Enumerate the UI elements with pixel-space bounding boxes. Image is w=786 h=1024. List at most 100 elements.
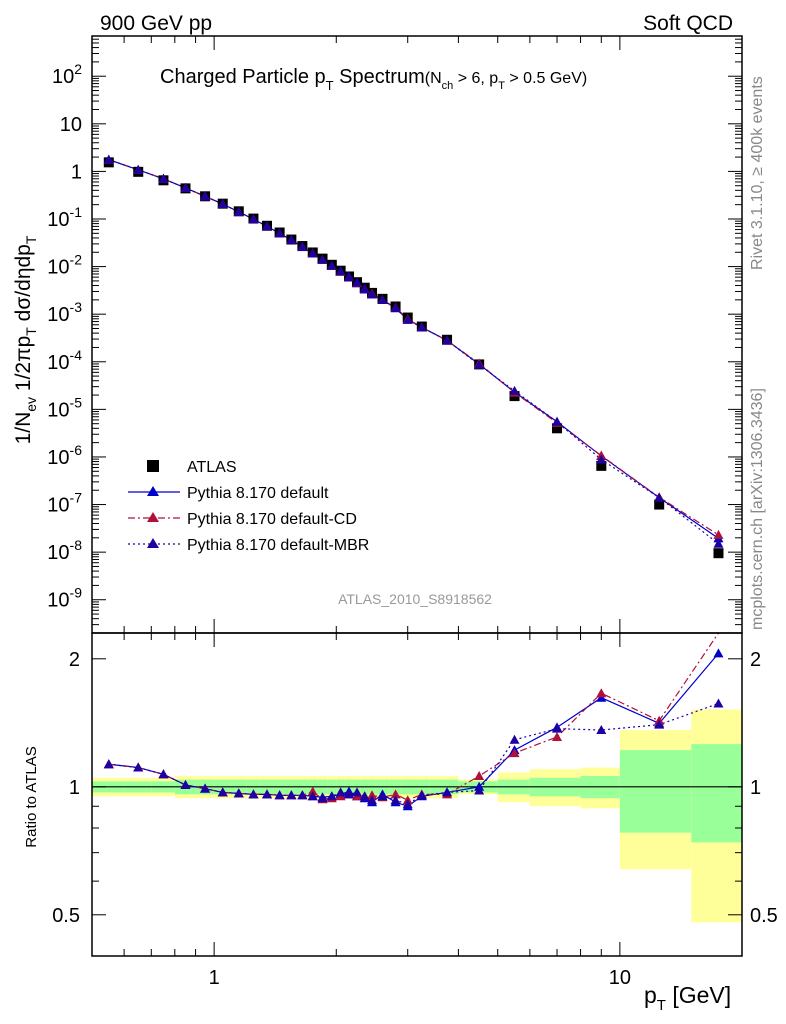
- series-marker-3: [248, 214, 259, 224]
- ratio-marker-2: [359, 791, 370, 801]
- ratio-y-tick-label-right: 0.5: [750, 905, 778, 927]
- y-tick-label: 10-4: [47, 347, 82, 374]
- ratio-frame: [91, 632, 743, 957]
- atlas-data-point: [552, 423, 563, 434]
- x-tick-label: 10: [609, 967, 631, 989]
- series-marker-3: [352, 277, 363, 287]
- series-line-2: [108, 159, 719, 536]
- header-left: 900 GeV pp: [100, 12, 212, 35]
- series-marker-3: [286, 235, 297, 245]
- series-marker-3: [335, 266, 346, 276]
- ratio-marker-2: [344, 789, 355, 799]
- y-tick-label: 10-3: [47, 299, 82, 326]
- y-tick-label: 10-8: [47, 537, 82, 564]
- y-axis-label: 1/Nev 1/2πpT dσ/dηdpT: [12, 235, 39, 444]
- series-marker-3: [297, 241, 308, 251]
- ratio-marker-0: [596, 692, 607, 702]
- header-right: Soft QCD: [643, 12, 733, 35]
- legend-label-2: Pythia 8.170 default-CD: [187, 511, 357, 528]
- y-tick-label: 10-5: [47, 394, 82, 421]
- series-line-1: [108, 159, 719, 539]
- ratio-marker-2: [596, 725, 607, 735]
- atlas-data-point: [654, 499, 665, 510]
- series-marker-3: [274, 228, 285, 238]
- ratio-marker-2: [442, 787, 453, 797]
- series-marker-3: [317, 254, 328, 264]
- ratio-marker-2: [286, 790, 297, 800]
- ratio-marker-2: [274, 790, 285, 800]
- mcplots-label: mcplots.cern.ch [arXiv:1306.3436]: [749, 388, 766, 630]
- x-tick-label: 1: [209, 967, 220, 989]
- ratio-marker-2: [390, 795, 401, 805]
- y-tick-label: 10-2: [47, 252, 82, 279]
- series-marker-3: [217, 199, 228, 209]
- atlas-data-point: [596, 460, 607, 471]
- ratio-marker-2: [103, 759, 114, 769]
- ratio-y-tick-label-right: 1: [750, 777, 761, 799]
- chart-title: Charged Particle pT Spectrum(Nch > 6, pT…: [160, 66, 587, 93]
- ratio-marker-2: [217, 787, 228, 797]
- series-marker-2: [713, 529, 724, 539]
- ratio-marker-1: [552, 731, 563, 741]
- legend-label-3: Pythia 8.170 default-MBR: [187, 537, 369, 554]
- ratio-marker-2: [367, 795, 378, 805]
- series-marker-3: [377, 294, 388, 304]
- ratio-y-tick-label-right: 2: [750, 649, 761, 671]
- series-marker-3: [180, 182, 191, 192]
- ratio-marker-2: [248, 789, 259, 799]
- ratio-marker-1: [367, 790, 378, 800]
- series-marker-3: [200, 191, 211, 201]
- ratio-marker-2: [654, 719, 665, 729]
- series-marker-3: [509, 385, 520, 395]
- legend-label-1: Pythia 8.170 default: [187, 485, 329, 502]
- uncertainty-bands: [92, 709, 742, 923]
- ratio-y-axis-label: Ratio to ATLAS: [23, 746, 40, 847]
- ratio-marker-0: [713, 648, 724, 658]
- series-marker-3: [344, 272, 355, 282]
- main-series-markers: [103, 154, 724, 559]
- x-axis-label: pT [GeV]: [644, 982, 731, 1014]
- legend-atlas-marker: [147, 460, 159, 472]
- series-marker-3: [654, 492, 665, 502]
- legend-marker-1: [147, 486, 159, 496]
- legend-marker-3: [147, 538, 159, 548]
- rivet-label: Rivet 3.1.10, ≥ 400k events: [749, 76, 766, 270]
- series-marker-3: [442, 335, 453, 345]
- series-marker-3: [402, 314, 413, 324]
- series-marker-3: [158, 173, 169, 183]
- series-marker-3: [103, 154, 114, 164]
- ratio-marker-2: [326, 791, 337, 801]
- legend: ATLAS Pythia 8.170 default Pythia 8.170 de…: [128, 459, 369, 554]
- ratio-marker-2: [297, 790, 308, 800]
- series-marker-3: [367, 289, 378, 299]
- y-tick-label: 10-9: [47, 585, 82, 612]
- series-marker-3: [416, 322, 427, 332]
- ratio-marker-2: [233, 788, 244, 798]
- ratio-y-tick-label: 0.5: [52, 905, 80, 927]
- axes: 1 10 102 10 1 10-1 10-2 10-3 10-4 10-5 10-6 10-7 10-…: [47, 35, 778, 989]
- series-marker-3: [552, 416, 563, 426]
- y-tick-label: 102: [52, 61, 82, 88]
- atlas-data-point: [713, 548, 724, 559]
- ratio-marker-2: [402, 799, 413, 809]
- legend-label-0: ATLAS: [187, 459, 237, 476]
- y-tick-label: 10-7: [47, 490, 82, 517]
- analysis-id: ATLAS_2010_S8918562: [338, 591, 492, 607]
- series-marker-3: [596, 454, 607, 464]
- ratio-marker-2: [552, 723, 563, 733]
- ratio-marker-2: [180, 779, 191, 789]
- ratio-y-tick-label: 1: [69, 777, 80, 799]
- ratio-marker-2: [474, 785, 485, 795]
- ratio-marker-2: [262, 789, 273, 799]
- series-marker-3: [390, 302, 401, 312]
- ratio-marker-1: [390, 789, 401, 799]
- y-tick-label: 10-1: [47, 204, 82, 231]
- ratio-y-tick-label: 2: [69, 649, 80, 671]
- series-marker-3: [359, 283, 370, 293]
- green-band: [619, 750, 692, 833]
- green-band: [691, 744, 742, 843]
- ratio-marker-2: [317, 793, 328, 803]
- ratio-marker-2: [352, 787, 363, 797]
- ratio-marker-2: [158, 769, 169, 779]
